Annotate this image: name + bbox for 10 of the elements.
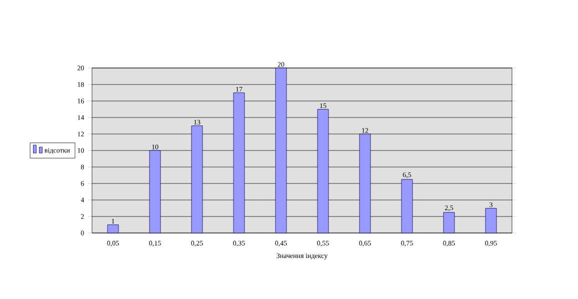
bar (149, 150, 161, 234)
bar (191, 126, 203, 234)
bar (275, 68, 287, 234)
bar (317, 109, 329, 234)
bar (443, 212, 455, 234)
bar (401, 179, 413, 234)
bar (107, 224, 119, 234)
bar (233, 92, 245, 234)
bar (485, 208, 497, 234)
bar (359, 134, 371, 234)
